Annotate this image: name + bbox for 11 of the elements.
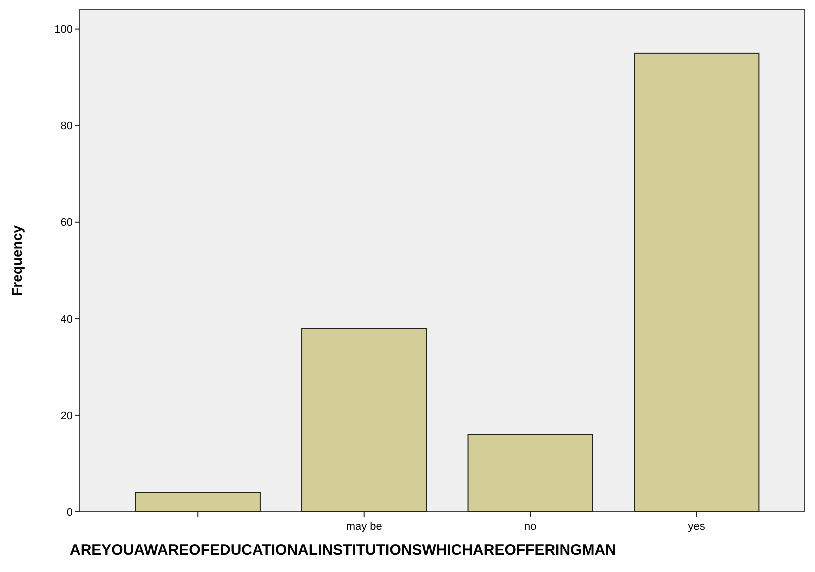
- y-tick-label: 0: [66, 506, 73, 519]
- y-tick-label: 40: [60, 314, 73, 326]
- y-tick-label: 100: [54, 24, 73, 36]
- x-tick-label: yes: [688, 521, 706, 533]
- y-tick-label: 60: [60, 217, 73, 230]
- y-tick-label: 80: [60, 120, 73, 133]
- x-axis-title: AREYOUAWAREOFEDUCATIONALINSTITUTIONSWHICHAREOFFERINGMAN: [70, 542, 616, 559]
- x-tick-label: may be: [346, 521, 382, 533]
- y-tick-label: 20: [60, 410, 73, 422]
- x-tick-label: no: [524, 521, 537, 533]
- y-axis-title: Frequency: [9, 225, 25, 296]
